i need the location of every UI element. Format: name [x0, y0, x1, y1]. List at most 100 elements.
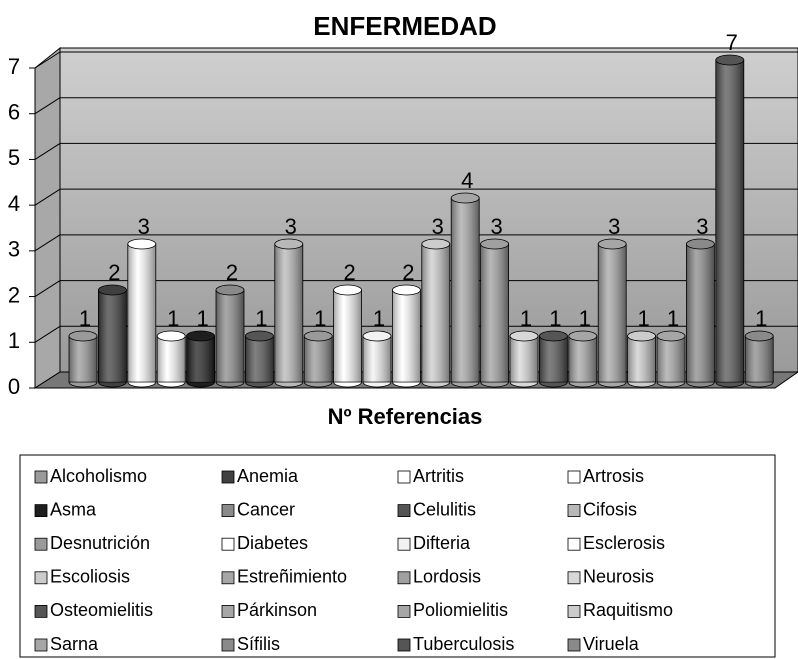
legend-swatch [397, 537, 411, 551]
legend-swatch [567, 571, 581, 585]
y-tick-label: 1 [8, 328, 20, 353]
bar-top [627, 330, 656, 342]
bar-shade [245, 336, 274, 382]
legend-label: Estreñimiento [237, 567, 347, 587]
y-tick-label: 6 [8, 100, 20, 125]
bar-shade [715, 60, 744, 382]
legend-swatch [397, 571, 411, 585]
bar-top [568, 330, 598, 342]
legend-label: Sarna [50, 634, 99, 654]
legend-swatch [34, 504, 48, 518]
bar-shade [657, 336, 685, 382]
data-label: 3 [138, 214, 150, 239]
data-label: 1 [667, 306, 679, 331]
legend-label: Tuberculosis [413, 634, 514, 654]
legend-label: Desnutrición [50, 533, 150, 553]
legend-swatch [567, 470, 581, 484]
bar-shade [539, 336, 568, 382]
bar-shade [480, 244, 509, 382]
data-label: 1 [373, 306, 385, 331]
legend-swatch [397, 504, 411, 518]
bar-shade [627, 336, 656, 382]
data-label: 2 [402, 260, 414, 285]
legend-swatch [567, 504, 581, 518]
bar-shade [598, 244, 627, 382]
bar-top [333, 284, 363, 296]
y-tick-label: 5 [8, 145, 20, 170]
data-label: 2 [108, 260, 120, 285]
bar-top [68, 330, 98, 342]
data-label: 1 [167, 306, 179, 331]
legend-swatch [221, 571, 235, 585]
bar-shade [274, 244, 303, 382]
bar-top [274, 238, 304, 250]
legend-label: Cifosis [583, 499, 637, 519]
bar-top [362, 330, 392, 342]
bar-shade [157, 336, 186, 382]
legend-swatch [397, 605, 411, 618]
data-label: 3 [696, 214, 708, 239]
bar-top [656, 330, 686, 342]
y-tick-label: 4 [8, 191, 20, 216]
data-label: 1 [520, 306, 532, 331]
data-label: 1 [755, 306, 767, 331]
grid-line-side [34, 51, 61, 69]
bar-top [715, 54, 745, 66]
bar-top [186, 330, 216, 342]
legend-label: Osteomielitis [50, 600, 153, 620]
bar-shade [568, 336, 597, 382]
data-label: 1 [79, 306, 91, 331]
data-label: 1 [314, 306, 326, 331]
bar-shade [69, 336, 97, 382]
bar-shade [98, 290, 127, 382]
bar-top [215, 284, 245, 296]
bar-top [156, 330, 186, 342]
bar-top [391, 284, 421, 296]
legend-label: Párkinson [237, 600, 317, 620]
legend [19, 454, 776, 658]
legend-label: Celulitis [413, 499, 476, 519]
bar-shade [745, 336, 774, 382]
legend-swatch [567, 638, 581, 652]
legend-label: Artrosis [583, 466, 644, 486]
bar-shade [392, 290, 421, 382]
bar-top [450, 192, 480, 204]
legend-swatch [221, 605, 235, 618]
bar-top [509, 330, 539, 342]
bar-shade [186, 336, 215, 382]
legend-swatch [567, 605, 581, 618]
legend-swatch [34, 537, 48, 551]
legend-label: Difteria [413, 533, 471, 553]
bar-top [597, 238, 627, 250]
grid-line-side [34, 280, 61, 297]
bar-top [244, 330, 274, 342]
grid-line-side [34, 325, 61, 343]
legend-swatch [221, 470, 235, 484]
data-label: 4 [461, 168, 473, 193]
bar-shade [304, 336, 333, 382]
grid-line-side [34, 188, 61, 206]
legend-label: Escoliosis [50, 567, 130, 587]
bar-top [127, 238, 157, 250]
bar-top [480, 238, 510, 250]
bar-top [744, 330, 774, 342]
legend-label: Anemia [237, 466, 299, 486]
bar-top [686, 238, 715, 250]
data-label: 3 [432, 214, 444, 239]
legend-label: Raquitismo [583, 600, 673, 620]
legend-label: Neurosis [583, 567, 654, 587]
legend-swatch [34, 470, 48, 484]
data-label: 1 [549, 306, 561, 331]
x-axis-label: Nº Referencias [328, 404, 483, 429]
y-tick-label: 2 [8, 282, 20, 307]
legend-swatch [34, 571, 48, 585]
data-label: 7 [726, 30, 738, 55]
legend-label: Asma [50, 499, 97, 519]
legend-label: Poliomielitis [413, 600, 508, 620]
legend-label: Alcoholismo [50, 466, 147, 486]
data-label: 3 [490, 214, 502, 239]
legend-label: Viruela [583, 634, 640, 654]
legend-swatch [567, 537, 581, 551]
side-wall [34, 46, 61, 389]
